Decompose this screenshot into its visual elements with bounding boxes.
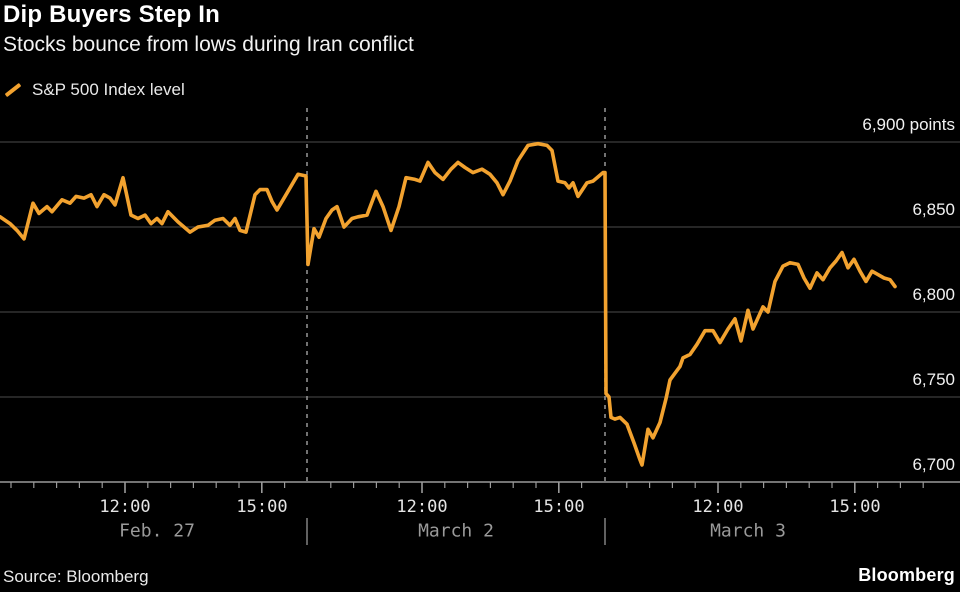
legend: S&P 500 Index level [4, 80, 185, 100]
bloomberg-logo: Bloomberg [858, 565, 955, 585]
legend-label: S&P 500 Index level [32, 80, 185, 99]
source-note: Source: Bloomberg [3, 567, 149, 586]
chart-subtitle: Stocks bounce from lows during Iran conf… [3, 33, 414, 56]
sp500-index-line [0, 141, 897, 467]
chart-title: Dip Buyers Step In [3, 1, 220, 28]
